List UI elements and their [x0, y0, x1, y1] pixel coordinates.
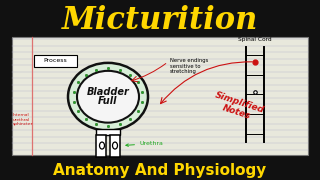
FancyBboxPatch shape — [34, 55, 76, 67]
Text: Urethra: Urethra — [126, 141, 164, 146]
Text: Micturition: Micturition — [62, 4, 258, 35]
Bar — [110, 135, 120, 157]
Bar — [12, 37, 308, 154]
Ellipse shape — [68, 63, 148, 131]
Polygon shape — [96, 129, 120, 135]
Ellipse shape — [100, 142, 105, 149]
Bar — [96, 135, 106, 157]
Ellipse shape — [113, 142, 117, 149]
Text: Process: Process — [43, 58, 67, 63]
Text: Nerve endings
sensitive to
stretching: Nerve endings sensitive to stretching — [170, 58, 208, 75]
Text: Anatomy And Physiology: Anatomy And Physiology — [53, 163, 267, 178]
Text: Simplified
Notes: Simplified Notes — [211, 91, 265, 125]
Text: Full: Full — [98, 96, 118, 106]
Text: Spinal Cord: Spinal Cord — [238, 37, 272, 42]
Text: Bladder: Bladder — [87, 87, 129, 97]
Ellipse shape — [77, 71, 139, 123]
Text: Internal
urethral
sphincter: Internal urethral sphincter — [13, 113, 33, 126]
